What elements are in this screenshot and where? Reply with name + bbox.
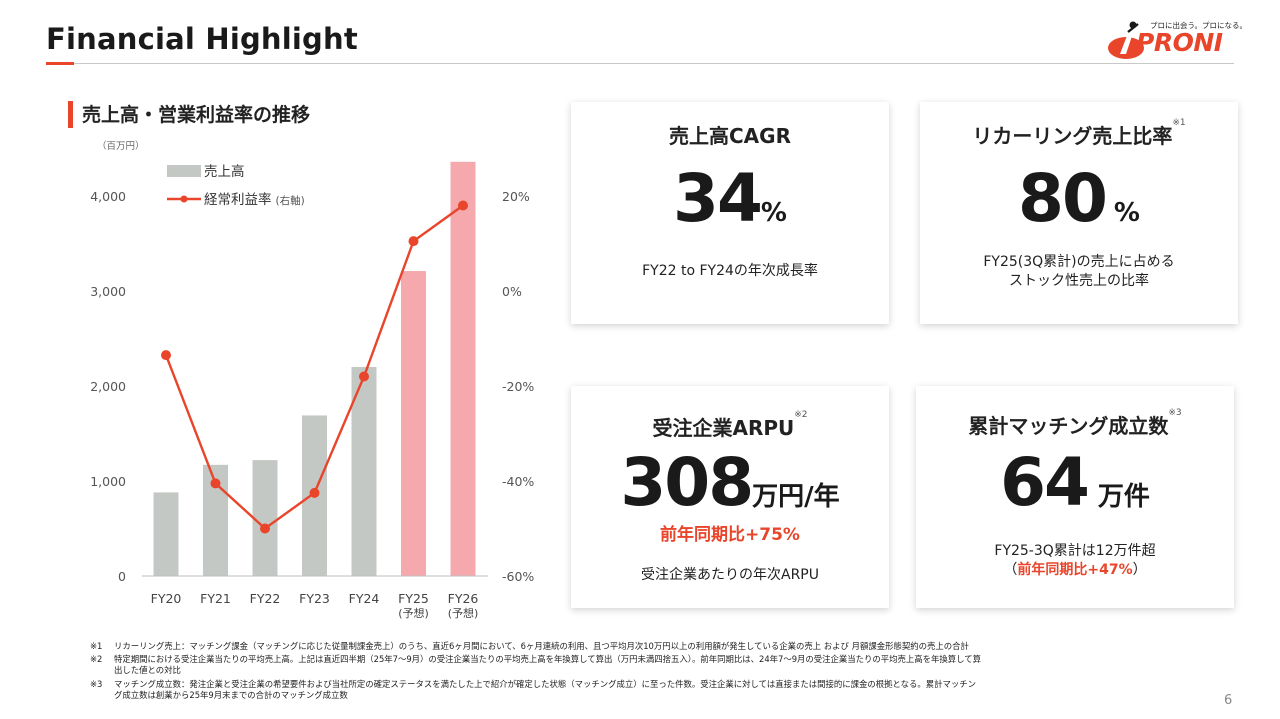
x-tick-sublabel: (予想) (398, 606, 429, 620)
recurring-description: FY25(3Q累計)の売上に占める ストック性売上の比率 (983, 254, 1175, 289)
y-right-tick: 20% (502, 189, 530, 204)
y-right-tick: -40% (502, 474, 534, 489)
margin-point-FY22 (260, 523, 270, 534)
matching-description: FY25-3Q累計は12万件超 （前年同期比+47%） (994, 543, 1156, 578)
arpu-description: 受注企業あたりの年次ARPU (641, 567, 819, 583)
x-tick-sublabel: (予想) (448, 606, 479, 620)
proni-logo: プロに出会う。プロになる。 PRONI (1106, 18, 1247, 62)
y-left-tick: 4,000 (90, 189, 126, 204)
margin-point-FY23 (309, 487, 320, 498)
header-accent-line (46, 62, 74, 65)
bar-FY24 (351, 367, 377, 576)
logo-mark-icon (1108, 21, 1144, 59)
page-number: 6 (1224, 693, 1233, 708)
margin-point-FY20 (161, 350, 171, 361)
matching-title: 累計マッチング成立数※3 (968, 408, 1182, 438)
kpi-card-matching: 累計マッチング成立数※3 64 万件 FY25-3Q累計は12万件超 （前年同期比+… (916, 386, 1234, 608)
cagr-title: 売上高CAGR (669, 124, 791, 148)
bar-FY26 (450, 161, 476, 577)
y-right-tick: -60% (502, 569, 534, 584)
margin-point-FY25 (408, 236, 419, 247)
arpu-title: 受注企業ARPU※2 (652, 410, 808, 440)
y-right-tick: -20% (502, 379, 534, 394)
x-tick-FY25: FY25 (398, 591, 429, 606)
x-tick-FY20: FY20 (151, 591, 182, 606)
x-tick-FY26: FY26 (448, 591, 479, 606)
x-tick-FY24: FY24 (349, 591, 380, 606)
bar-FY22 (252, 460, 278, 576)
arpu-value: 308万円/年 (620, 444, 840, 521)
page-title: Financial Highlight (46, 22, 358, 56)
x-tick-FY21: FY21 (200, 591, 231, 606)
section-title: 売上高・営業利益率の推移 (82, 104, 311, 126)
footnote-1: ※1 リカーリング売上：マッチング課金（マッチングに応じた従量制課金売上）のうち、… (90, 641, 969, 651)
margin-point-FY24 (359, 371, 369, 382)
footnote-3: ※3 マッチング成立数：発注企業と受注企業の希望要件および当社所定の確定ステータス… (90, 679, 976, 700)
legend-label-margin: 経常利益率 (右軸) (204, 191, 305, 208)
kpi-card-recurring: リカーリング売上比率※1 80% FY25(3Q累計)の売上に占める ストック性売… (920, 102, 1238, 324)
cagr-value: 34% (673, 160, 787, 237)
section-title-marker (68, 101, 73, 128)
margin-point-FY26 (458, 200, 468, 211)
recurring-value: 80% (1018, 160, 1140, 237)
y-left-tick: 0 (118, 569, 126, 584)
logo-wordmark: PRONI (1136, 28, 1223, 57)
footnote-2: ※2 特定期間における受注企業当たりの平均売上高。上記は直近四半期（25年7〜9月… (90, 654, 982, 675)
chart-unit-label: （百万円） (97, 141, 145, 152)
bar-FY25 (401, 271, 426, 576)
y-left-tick: 2,000 (90, 379, 126, 394)
cagr-description: FY22 to FY24の年次成長率 (642, 263, 818, 279)
legend-label-revenue: 売上高 (204, 163, 245, 180)
y-right-tick: 0% (502, 284, 522, 299)
x-tick-FY23: FY23 (299, 591, 330, 606)
y-left-tick: 3,000 (90, 284, 126, 299)
y-left-tick: 1,000 (90, 474, 126, 489)
margin-point-FY21 (210, 478, 221, 489)
legend-swatch-revenue (167, 165, 201, 177)
bar-FY20 (153, 492, 179, 576)
recurring-title: リカーリング売上比率※1 (972, 118, 1186, 148)
kpi-card-arpu: 受注企業ARPU※2 308万円/年 前年同期比+75% 受注企業あたりの年次A… (571, 386, 889, 608)
logo-tagline: プロに出会う。プロになる。 (1150, 21, 1248, 30)
kpi-card-cagr: 売上高CAGR 34% FY22 to FY24の年次成長率 (571, 102, 889, 324)
matching-value: 64 万件 (1000, 444, 1150, 521)
arpu-yoy-badge: 前年同期比+75% (660, 525, 800, 545)
header-divider (46, 63, 1234, 64)
x-tick-FY22: FY22 (250, 591, 281, 606)
